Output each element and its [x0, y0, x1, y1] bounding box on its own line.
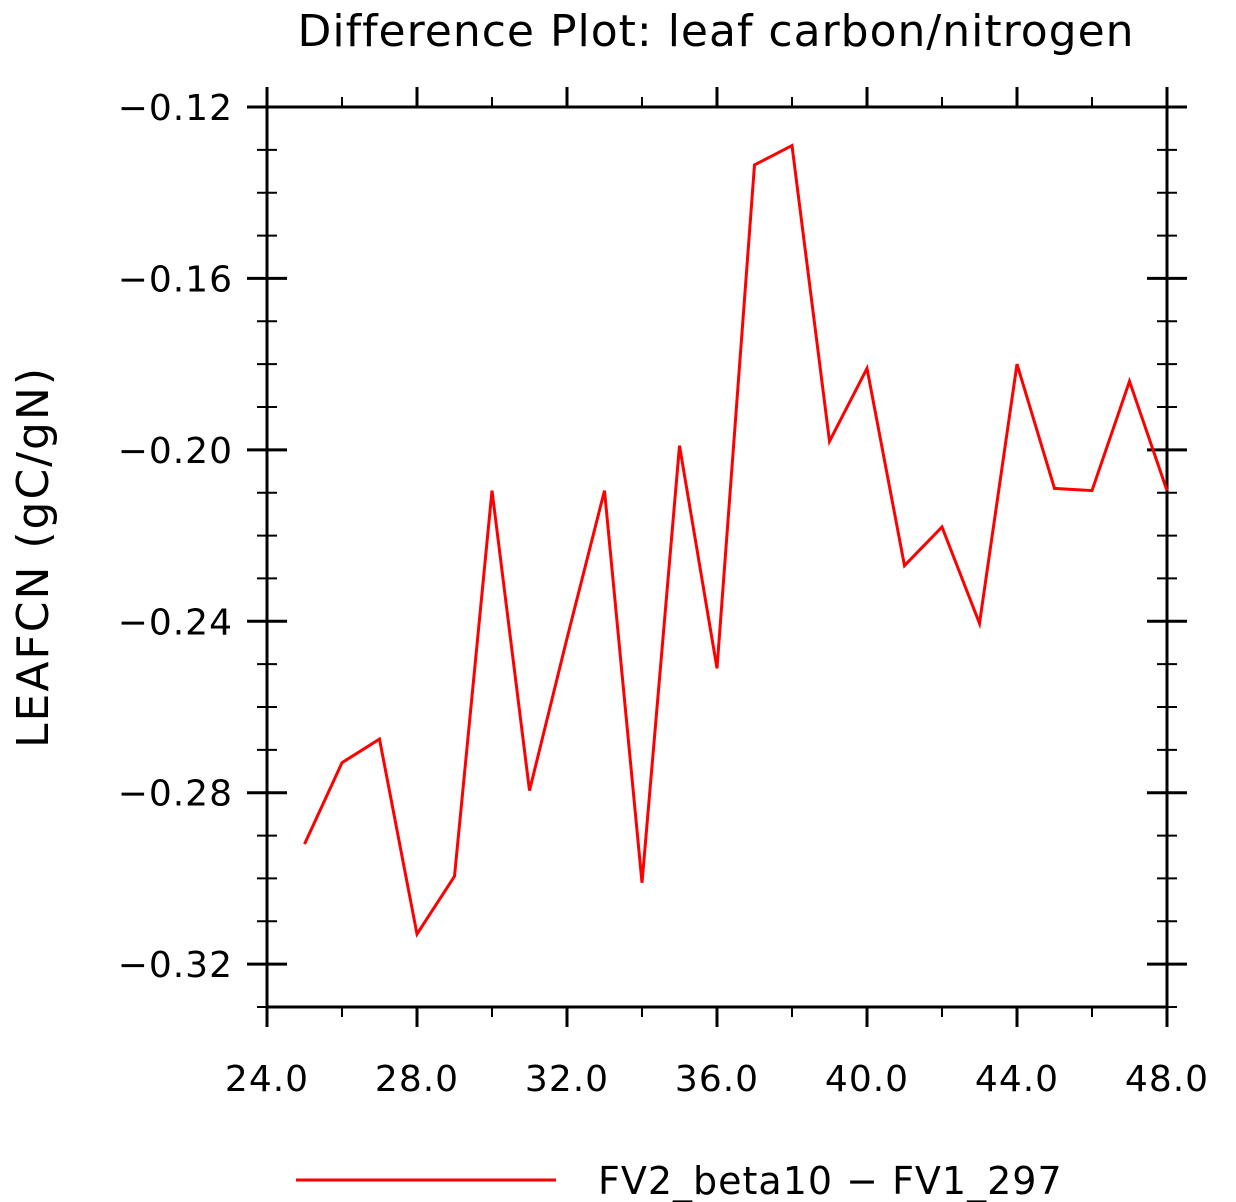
y-tick-label: −0.24 [118, 602, 233, 643]
x-tick-label: 32.0 [525, 1059, 609, 1100]
y-tick-label: −0.20 [118, 431, 233, 472]
y-tick-label: −0.16 [118, 259, 233, 300]
y-axis-label: LEAFCN (gC/gN) [8, 366, 59, 748]
chart-title: Difference Plot: leaf carbon/nitrogen [297, 6, 1134, 57]
x-axis: 24.0 28.0 32.0 36.0 40.0 44.0 48.0 [225, 87, 1209, 1100]
x-tick-label: 48.0 [1125, 1059, 1209, 1100]
series-line [303, 143, 1169, 939]
y-tick-label: −0.32 [118, 945, 233, 986]
plot-frame [265, 105, 1169, 1009]
x-tick-label: 36.0 [675, 1059, 759, 1100]
series-layer [303, 143, 1169, 939]
x-tick-label: 24.0 [225, 1059, 309, 1100]
x-tick-label: 44.0 [975, 1059, 1059, 1100]
y-tick-label: −0.28 [118, 774, 233, 815]
legend: FV2_beta10 − FV1_297 [296, 1159, 1063, 1202]
y-axis: −0.12 −0.16 −0.20 −0.24 −0.28 −0.32 [118, 88, 1187, 1008]
x-tick-label: 40.0 [825, 1059, 909, 1100]
y-tick-label: −0.12 [118, 88, 233, 129]
x-tick-label: 28.0 [375, 1059, 459, 1100]
legend-label: FV2_beta10 − FV1_297 [598, 1159, 1063, 1202]
